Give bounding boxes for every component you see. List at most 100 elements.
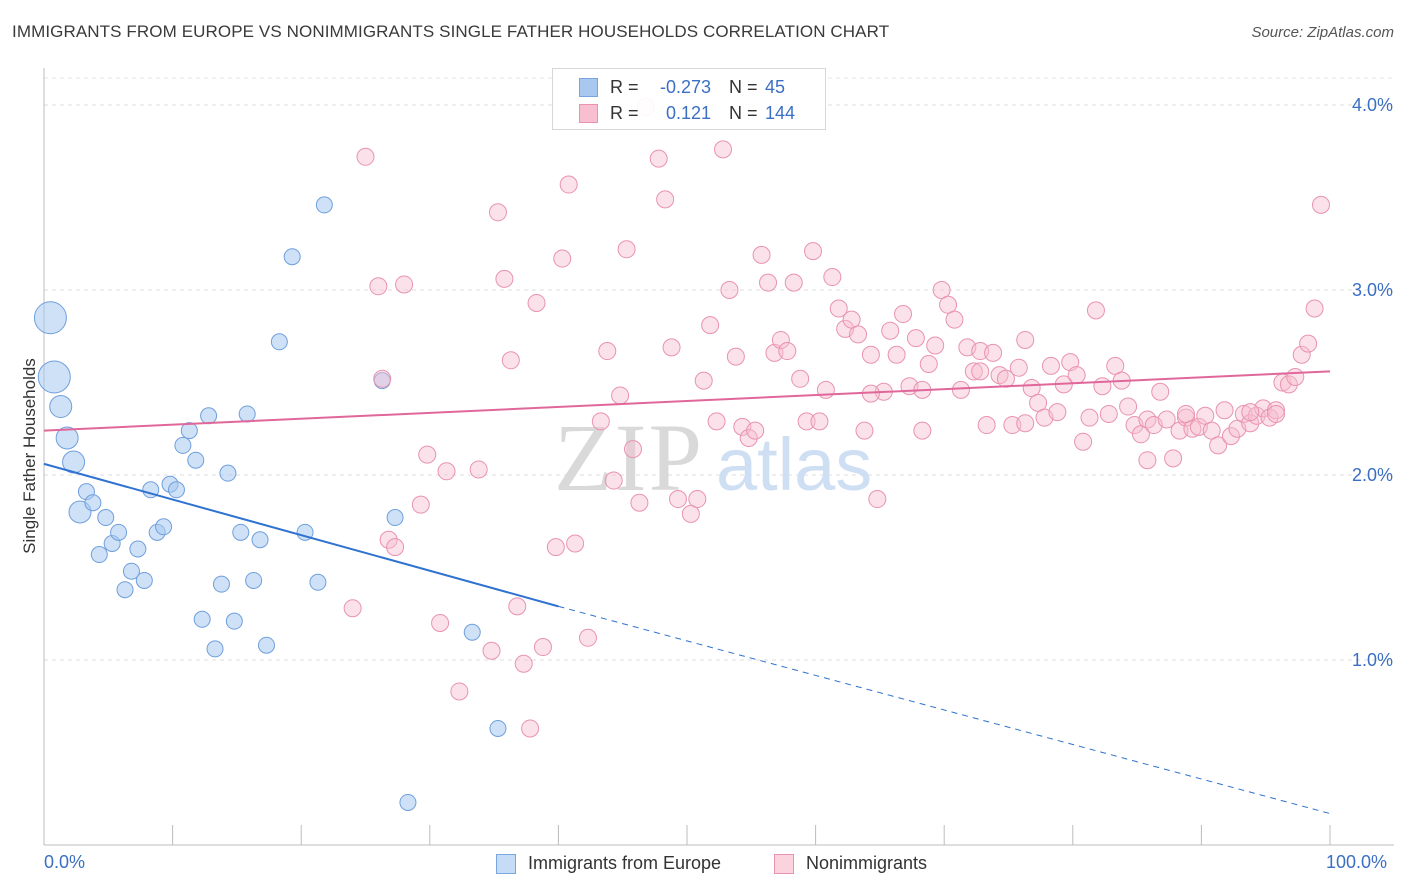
data-point-immigrants xyxy=(193,610,211,628)
data-point-nonimmigrants xyxy=(926,336,945,355)
data-point-nonimmigrants xyxy=(495,269,514,288)
data-point-nonimmigrants xyxy=(932,281,951,299)
data-point-immigrants xyxy=(399,793,417,811)
data-point-nonimmigrants xyxy=(1022,379,1041,398)
data-point-nonimmigrants xyxy=(797,412,816,431)
data-point-nonimmigrants xyxy=(411,495,430,514)
data-point-nonimmigrants xyxy=(714,140,733,159)
data-point-immigrants xyxy=(187,451,205,469)
y-tick-label: 4.0% xyxy=(1352,95,1393,115)
data-point-nonimmigrants xyxy=(849,325,868,344)
data-point-nonimmigrants xyxy=(1080,408,1099,427)
data-point-nonimmigrants xyxy=(894,305,913,324)
legend-row-immigrants: R = -0.273 N = 45 xyxy=(553,74,825,100)
series-legend: Immigrants from Europe Nonimmigrants xyxy=(0,852,1406,878)
data-point-nonimmigrants xyxy=(1157,410,1176,429)
data-point-immigrants xyxy=(90,546,108,564)
data-point-nonimmigrants xyxy=(919,355,938,373)
legend-n-value: 144 xyxy=(765,103,796,123)
data-point-immigrants xyxy=(37,360,71,394)
data-point-nonimmigrants xyxy=(977,416,996,435)
data-point-immigrants xyxy=(232,523,250,541)
data-point-nonimmigrants xyxy=(842,310,861,329)
data-point-nonimmigrants xyxy=(688,490,707,509)
data-point-nonimmigrants xyxy=(1074,432,1093,451)
x-tick-label-max: 100.0% xyxy=(1326,852,1388,872)
series-nonimmigrants-points xyxy=(343,97,1330,738)
data-point-nonimmigrants xyxy=(1292,345,1311,364)
data-point-nonimmigrants xyxy=(945,310,964,329)
data-point-nonimmigrants xyxy=(508,597,527,616)
data-point-immigrants xyxy=(225,612,243,630)
data-point-nonimmigrants xyxy=(566,534,585,553)
data-point-immigrants xyxy=(463,623,481,641)
legend-r-value: 0.121 xyxy=(665,103,711,123)
data-point-nonimmigrants xyxy=(784,273,803,292)
data-point-nonimmigrants xyxy=(527,293,546,312)
data-point-nonimmigrants xyxy=(759,273,778,292)
data-point-nonimmigrants xyxy=(611,386,630,405)
y-tick-labels: 1.0% 2.0% 3.0% 4.0% xyxy=(1352,95,1393,670)
data-point-nonimmigrants xyxy=(1048,403,1067,422)
data-point-nonimmigrants xyxy=(662,338,681,357)
data-point-nonimmigrants xyxy=(1209,436,1228,455)
data-point-nonimmigrants xyxy=(656,190,675,209)
data-point-nonimmigrants xyxy=(553,249,572,268)
correlation-legend: R = -0.273 N = 45 R = 0.121 N = 144 xyxy=(552,68,826,130)
data-point-immigrants xyxy=(55,426,79,450)
trend-line-immigrants-extension xyxy=(558,605,1331,815)
data-point-nonimmigrants xyxy=(356,147,375,166)
data-point-nonimmigrants xyxy=(386,538,405,557)
x-tick-label-min: 0.0% xyxy=(44,852,86,872)
legend-n-value: 45 xyxy=(765,77,786,97)
data-point-immigrants xyxy=(238,405,256,423)
data-point-nonimmigrants xyxy=(1131,425,1150,444)
data-point-nonimmigrants xyxy=(1202,421,1221,440)
data-point-nonimmigrants xyxy=(913,421,932,440)
data-point-nonimmigrants xyxy=(1086,301,1105,320)
source-label: Source: ZipAtlas.com xyxy=(1251,24,1394,41)
watermark-atlas: atlas xyxy=(716,423,872,506)
data-point-nonimmigrants xyxy=(855,421,874,440)
trend-line-nonimmigrants xyxy=(43,370,1331,432)
legend-swatch-immigrants xyxy=(579,78,598,97)
data-point-immigrants xyxy=(155,518,173,536)
data-point-immigrants xyxy=(219,464,237,482)
data-point-nonimmigrants xyxy=(1279,375,1298,394)
data-point-nonimmigrants xyxy=(546,538,565,557)
data-point-nonimmigrants xyxy=(1029,393,1048,412)
data-point-nonimmigrants xyxy=(450,682,469,701)
data-point-nonimmigrants xyxy=(951,380,970,399)
data-point-immigrants xyxy=(174,436,192,454)
data-point-nonimmigrants xyxy=(623,440,642,459)
data-point-immigrants xyxy=(283,248,301,266)
data-point-nonimmigrants xyxy=(1286,367,1305,386)
legend-r-label: R = xyxy=(610,103,639,123)
data-point-nonimmigrants xyxy=(739,429,758,447)
chart-title: IMMIGRANTS FROM EUROPE VS NONIMMIGRANTS … xyxy=(12,22,890,41)
data-point-nonimmigrants xyxy=(559,175,578,194)
legend-label-immigrants: Immigrants from Europe xyxy=(528,853,722,873)
legend-n-label: N = xyxy=(729,77,758,97)
data-point-nonimmigrants xyxy=(1221,427,1240,446)
legend-r-value: -0.273 xyxy=(659,77,711,97)
data-point-nonimmigrants xyxy=(431,614,450,632)
data-point-nonimmigrants xyxy=(823,268,842,287)
data-point-nonimmigrants xyxy=(971,362,990,381)
data-point-nonimmigrants xyxy=(726,347,745,366)
data-point-nonimmigrants xyxy=(1099,404,1118,423)
data-point-nonimmigrants xyxy=(1183,419,1202,438)
data-point-immigrants xyxy=(129,540,147,558)
data-point-nonimmigrants xyxy=(1009,358,1028,377)
data-point-immigrants xyxy=(167,481,185,499)
data-point-nonimmigrants xyxy=(1164,449,1183,468)
data-point-nonimmigrants xyxy=(1016,330,1035,349)
data-point-nonimmigrants xyxy=(501,351,520,370)
data-point-immigrants xyxy=(97,509,115,527)
legend-label-nonimmigrants: Nonimmigrants xyxy=(806,853,928,873)
y-tick-label: 1.0% xyxy=(1352,650,1393,670)
grid-lines xyxy=(44,77,1394,661)
data-point-immigrants xyxy=(200,407,218,425)
data-point-nonimmigrants xyxy=(1311,195,1330,214)
data-point-nonimmigrants xyxy=(887,345,906,364)
